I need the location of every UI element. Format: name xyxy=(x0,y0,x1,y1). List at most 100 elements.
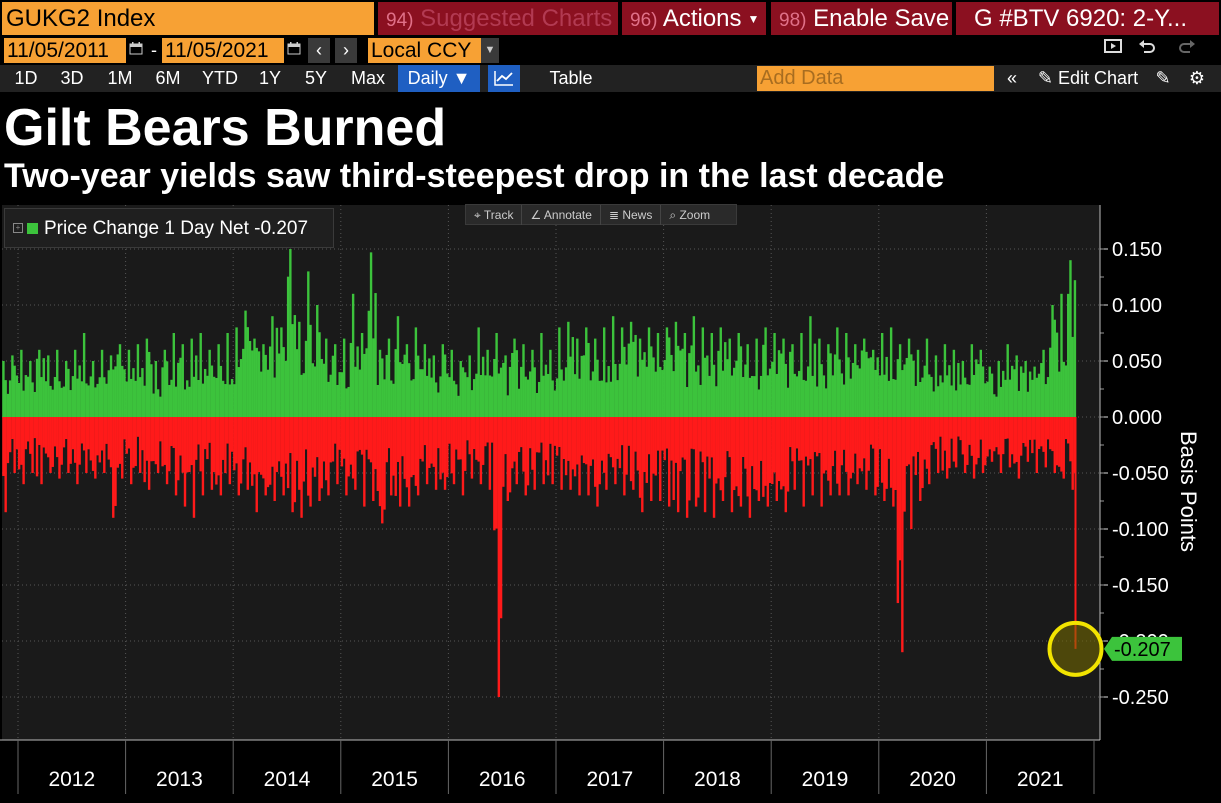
bar-negative xyxy=(690,417,693,449)
bar-positive xyxy=(567,321,570,417)
y-tick-label: -0.150 xyxy=(1112,575,1169,597)
bar-positive xyxy=(1019,366,1023,417)
redo-icon[interactable] xyxy=(1172,38,1202,63)
bar-positive xyxy=(472,379,476,417)
bar-positive xyxy=(921,377,924,417)
table-view-button[interactable]: Table xyxy=(549,68,593,88)
bar-positive xyxy=(596,359,599,417)
period-3d-button[interactable]: 3D xyxy=(60,68,84,88)
bar-positive xyxy=(809,316,812,417)
bar-positive xyxy=(363,353,366,417)
annotate-tool[interactable]: ∠ Annotate xyxy=(522,205,601,225)
bar-negative xyxy=(186,417,189,473)
bar-positive xyxy=(100,349,104,417)
annotate-icon[interactable]: ✎ xyxy=(1155,68,1171,88)
actions-button[interactable]: 96) Actions ▼ xyxy=(622,2,766,35)
bar-positive xyxy=(661,370,664,417)
bar-positive xyxy=(235,327,238,417)
track-tool[interactable]: ⌖ Track xyxy=(466,205,523,225)
bar-negative xyxy=(145,417,149,461)
story-link-label: G #BTV 6920: 2-Y... xyxy=(974,5,1188,32)
end-date-field[interactable]: 11/05/2021 xyxy=(162,38,284,63)
period-5y-button[interactable]: 5Y xyxy=(304,68,328,88)
bar-positive xyxy=(930,376,933,417)
bar-negative xyxy=(777,417,781,482)
period-1m-button[interactable]: 1M xyxy=(107,68,133,88)
gear-icon[interactable]: ⚙ xyxy=(1188,68,1206,88)
bar-positive xyxy=(76,378,79,417)
bar-positive xyxy=(840,373,844,417)
bar-negative xyxy=(737,417,740,497)
bar-negative xyxy=(529,417,532,449)
period-6m-button[interactable]: 6M xyxy=(155,68,181,88)
start-date-field[interactable]: 11/05/2011 xyxy=(4,38,126,63)
chevron-left-icon[interactable]: ‹ xyxy=(308,38,330,63)
bar-chart[interactable]: 0.150 0.100 0.050 0.000 -0.050 -0.100 -0.150 -0… xyxy=(0,200,1221,800)
undo-icon[interactable] xyxy=(1132,38,1162,63)
chevron-right-icon[interactable]: › xyxy=(335,38,357,63)
bar-positive xyxy=(1051,305,1054,417)
bar-positive xyxy=(428,358,431,417)
bar-negative xyxy=(757,417,761,501)
calendar-icon[interactable] xyxy=(284,38,304,63)
chevron-down-icon[interactable]: ▼ xyxy=(481,38,499,63)
period-max-button[interactable]: Max xyxy=(350,68,385,88)
bar-positive xyxy=(694,371,698,417)
bar-negative xyxy=(981,417,985,473)
story-link-button[interactable]: G #BTV 6920: 2-Y... xyxy=(956,2,1219,35)
bar-positive xyxy=(338,372,341,417)
bar-positive xyxy=(535,392,539,417)
bar-negative xyxy=(313,417,317,477)
bar-positive xyxy=(587,342,590,417)
calendar-icon[interactable] xyxy=(126,38,146,63)
bar-positive xyxy=(679,350,682,417)
bar-positive xyxy=(815,386,819,417)
zoom-tool[interactable]: ⌕ Zoom xyxy=(661,205,718,225)
period-1d-button[interactable]: 1D xyxy=(14,68,38,88)
bar-positive xyxy=(560,369,563,417)
bar-positive xyxy=(863,338,866,417)
legend-swatch xyxy=(27,223,38,234)
double-chevron-left-icon[interactable]: « xyxy=(1006,68,1017,88)
bar-negative xyxy=(78,417,81,465)
bar-negative xyxy=(683,417,687,460)
bar-positive xyxy=(412,379,415,417)
last-value-label: -0.207 xyxy=(1114,639,1171,661)
bar-positive xyxy=(147,351,151,417)
bar-negative xyxy=(775,417,779,501)
frequency-dropdown[interactable]: Daily ▼ xyxy=(398,65,480,92)
enable-save-button[interactable]: 98) Enable Save xyxy=(771,2,952,35)
bar-negative xyxy=(372,417,375,501)
bar-negative xyxy=(443,417,447,490)
bar-negative xyxy=(58,417,61,479)
bar-negative xyxy=(739,417,743,507)
chart-legend[interactable]: + Price Change 1 Day Net -0.207 xyxy=(4,208,334,248)
bar-negative xyxy=(589,417,592,466)
bar-positive xyxy=(598,380,601,417)
presentation-icon[interactable] xyxy=(1098,38,1128,63)
currency-select[interactable]: Local CCY xyxy=(368,38,481,63)
bar-negative xyxy=(921,417,924,489)
bar-positive xyxy=(602,327,606,417)
bar-negative xyxy=(230,417,234,452)
bar-positive xyxy=(665,327,669,417)
suggested-charts-button[interactable]: 94) Suggested Charts xyxy=(378,2,618,35)
security-ticker-field[interactable]: GUKG2 Index xyxy=(2,2,374,35)
bar-negative xyxy=(114,417,117,506)
y-tick-label: 0.150 xyxy=(1112,239,1162,261)
period-1y-button[interactable]: 1Y xyxy=(258,68,282,88)
bar-positive xyxy=(327,381,330,417)
bar-negative xyxy=(1022,417,1025,443)
news-tool[interactable]: ≣ News xyxy=(601,205,662,225)
add-data-input[interactable]: Add Data xyxy=(757,66,994,91)
bar-positive xyxy=(17,382,21,417)
line-chart-icon[interactable] xyxy=(488,65,520,92)
bar-negative xyxy=(692,417,696,450)
bar-positive xyxy=(878,375,882,417)
edit-chart-button[interactable]: ✎ Edit Chart xyxy=(1030,65,1146,92)
bar-positive xyxy=(625,364,628,417)
expand-icon[interactable]: + xyxy=(13,223,23,233)
period-ytd-button[interactable]: YTD xyxy=(202,68,238,88)
bar-negative xyxy=(784,417,787,513)
bar-negative xyxy=(984,417,987,466)
